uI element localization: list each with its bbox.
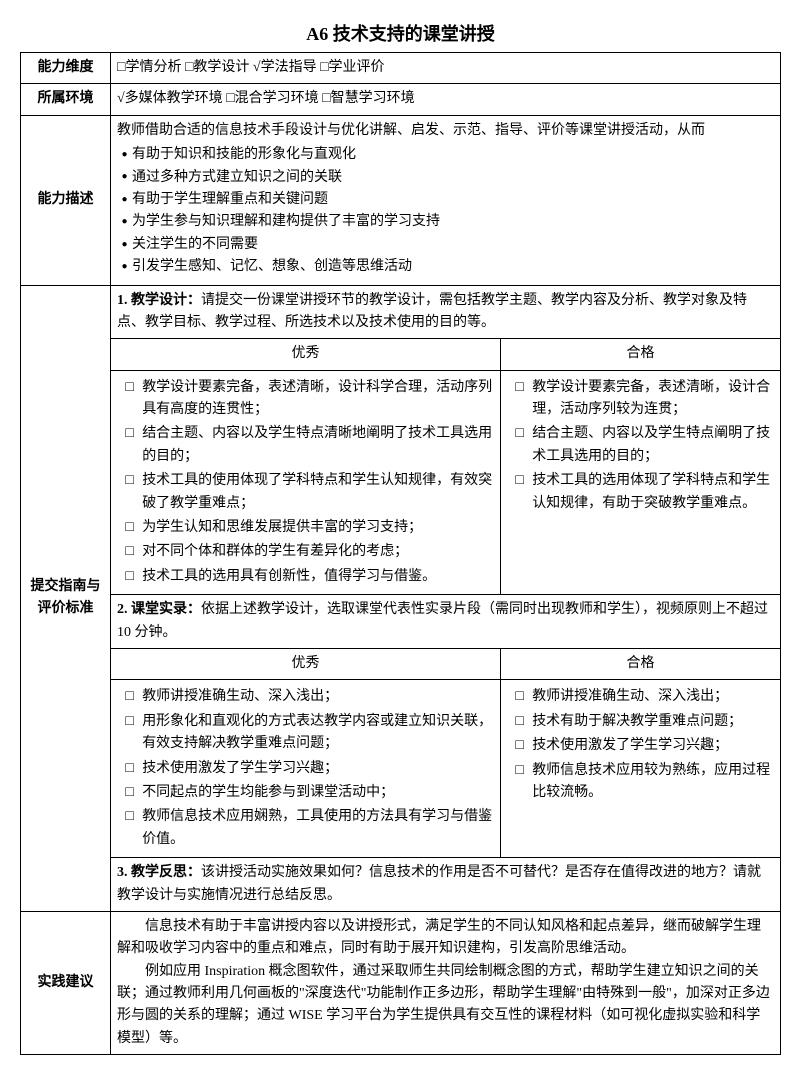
- value-description: 教师借助合适的信息技术手段设计与优化讲解、启发、示范、指导、评价等课堂讲授活动，…: [111, 115, 781, 285]
- check-item: 技术有助于解决教学重难点问题；: [532, 711, 774, 733]
- value-environment: √多媒体教学环境 □混合学习环境 □智慧学习环境: [111, 84, 781, 115]
- check-item: 技术使用激发了学生学习兴趣；: [532, 735, 774, 757]
- check-item: 为学生认知和思维发展提供丰富的学习支持；: [142, 517, 494, 539]
- check-item: 结合主题、内容以及学生特点清晰地阐明了技术工具选用的目的；: [142, 423, 494, 468]
- practice-p1: 信息技术有助于丰富讲授内容以及讲授形式，满足学生的不同认知风格和起点差异，继而破…: [117, 916, 774, 961]
- sec1-prefix: 1. 教学设计：: [117, 293, 201, 308]
- label-environment: 所属环境: [21, 84, 111, 115]
- header-qualified-1: 合格: [501, 339, 781, 370]
- row-guide-sec1-header: 优秀 合格: [21, 339, 781, 370]
- check-item: 用形象化和直观化的方式表达教学内容或建立知识关联，有效支持解决教学重难点问题；: [142, 711, 494, 756]
- desc-bullets: 有助于知识和技能的形象化与直观化 通过多种方式建立知识之间的关联 有助于学生理解…: [117, 144, 774, 278]
- check-item: 不同起点的学生均能参与到课堂活动中；: [142, 782, 494, 804]
- header-excellent-2: 优秀: [111, 648, 501, 679]
- main-table: 能力维度 □学情分析 □教学设计 √学法指导 □学业评价 所属环境 √多媒体教学…: [20, 52, 781, 1055]
- sec1-qualified: □教学设计要素完备，表述清晰，设计合理，活动序列较为连贯； □结合主题、内容以及…: [501, 370, 781, 595]
- bullet-item: 有助于学生理解重点和关键问题: [117, 189, 774, 211]
- label-guide: 提交指南与评价标准: [21, 285, 111, 911]
- check-item: 技术工具的选用具有创新性，值得学习与借鉴。: [142, 566, 494, 588]
- sec3-prefix: 3. 教学反思：: [117, 865, 201, 880]
- check-item: 教师讲授准确生动、深入浅出；: [142, 686, 494, 708]
- row-description: 能力描述 教师借助合适的信息技术手段设计与优化讲解、启发、示范、指导、评价等课堂…: [21, 115, 781, 285]
- bullet-item: 为学生参与知识理解和建构提供了丰富的学习支持: [117, 211, 774, 233]
- label-dimension: 能力维度: [21, 53, 111, 84]
- value-dimension: □学情分析 □教学设计 √学法指导 □学业评价: [111, 53, 781, 84]
- bullet-item: 引发学生感知、记忆、想象、创造等思维活动: [117, 256, 774, 278]
- sec2-prefix: 2. 课堂实录：: [117, 602, 201, 617]
- header-qualified-2: 合格: [501, 648, 781, 679]
- check-item: 技术工具的选用体现了学科特点和学生认知规律，有助于突破教学重难点。: [532, 470, 774, 515]
- desc-intro: 教师借助合适的信息技术手段设计与优化讲解、启发、示范、指导、评价等课堂讲授活动，…: [117, 120, 774, 142]
- row-guide-sec1-title: 提交指南与评价标准 1. 教学设计：请提交一份课堂讲授环节的教学设计，需包括教学…: [21, 285, 781, 339]
- check-item: 教学设计要素完备，表述清晰，设计科学合理，活动序列具有高度的连贯性；: [142, 377, 494, 422]
- check-item: 结合主题、内容以及学生特点阐明了技术工具选用的目的；: [532, 423, 774, 468]
- bullet-item: 有助于知识和技能的形象化与直观化: [117, 144, 774, 166]
- label-practice: 实践建议: [21, 911, 111, 1054]
- row-environment: 所属环境 √多媒体教学环境 □混合学习环境 □智慧学习环境: [21, 84, 781, 115]
- sec1-text: 请提交一份课堂讲授环节的教学设计，需包括教学主题、教学内容及分析、教学对象及特点…: [117, 293, 747, 330]
- practice-p2: 例如应用 Inspiration 概念图软件，通过采取师生共同绘制概念图的方式，…: [117, 961, 774, 1051]
- label-description: 能力描述: [21, 115, 111, 285]
- sec1-title: 1. 教学设计：请提交一份课堂讲授环节的教学设计，需包括教学主题、教学内容及分析…: [111, 285, 781, 339]
- check-item: 技术工具的使用体现了学科特点和学生认知规律，有效突破了教学重难点；: [142, 470, 494, 515]
- sec1-excellent: □教学设计要素完备，表述清晰，设计科学合理，活动序列具有高度的连贯性； □结合主…: [111, 370, 501, 595]
- sec3-title: 3. 教学反思：该讲授活动实施效果如何？信息技术的作用是否不可替代？是否存在值得…: [111, 858, 781, 912]
- row-guide-sec2-title: 2. 课堂实录：依据上述教学设计，选取课堂代表性实录片段（需同时出现教师和学生）…: [21, 595, 781, 649]
- bullet-item: 关注学生的不同需要: [117, 234, 774, 256]
- check-item: 教学设计要素完备，表述清晰，设计合理，活动序列较为连贯；: [532, 377, 774, 422]
- check-item: 技术使用激发了学生学习兴趣；: [142, 758, 494, 780]
- page-title: A6 技术支持的课堂讲授: [20, 20, 781, 46]
- row-guide-sec3: 3. 教学反思：该讲授活动实施效果如何？信息技术的作用是否不可替代？是否存在值得…: [21, 858, 781, 912]
- sec2-qualified: □教师讲授准确生动、深入浅出； □技术有助于解决教学重难点问题； □技术使用激发…: [501, 680, 781, 858]
- sec2-excellent: □教师讲授准确生动、深入浅出； □用形象化和直观化的方式表达教学内容或建立知识关…: [111, 680, 501, 858]
- value-practice: 信息技术有助于丰富讲授内容以及讲授形式，满足学生的不同认知风格和起点差异，继而破…: [111, 911, 781, 1054]
- row-guide-sec1-body: □教学设计要素完备，表述清晰，设计科学合理，活动序列具有高度的连贯性； □结合主…: [21, 370, 781, 595]
- sec2-title: 2. 课堂实录：依据上述教学设计，选取课堂代表性实录片段（需同时出现教师和学生）…: [111, 595, 781, 649]
- sec2-text: 依据上述教学设计，选取课堂代表性实录片段（需同时出现教师和学生），视频原则上不超…: [117, 602, 768, 639]
- row-dimension: 能力维度 □学情分析 □教学设计 √学法指导 □学业评价: [21, 53, 781, 84]
- header-excellent-1: 优秀: [111, 339, 501, 370]
- bullet-item: 通过多种方式建立知识之间的关联: [117, 167, 774, 189]
- row-practice: 实践建议 信息技术有助于丰富讲授内容以及讲授形式，满足学生的不同认知风格和起点差…: [21, 911, 781, 1054]
- sec3-text: 该讲授活动实施效果如何？信息技术的作用是否不可替代？是否存在值得改进的地方？请就…: [117, 865, 761, 902]
- check-item: 教师信息技术应用娴熟，工具使用的方法具有学习与借鉴价值。: [142, 806, 494, 851]
- row-guide-sec2-body: □教师讲授准确生动、深入浅出； □用形象化和直观化的方式表达教学内容或建立知识关…: [21, 680, 781, 858]
- check-item: 教师信息技术应用较为熟练，应用过程比较流畅。: [532, 760, 774, 805]
- check-item: 教师讲授准确生动、深入浅出；: [532, 686, 774, 708]
- row-guide-sec2-header: 优秀 合格: [21, 648, 781, 679]
- check-item: 对不同个体和群体的学生有差异化的考虑；: [142, 541, 494, 563]
